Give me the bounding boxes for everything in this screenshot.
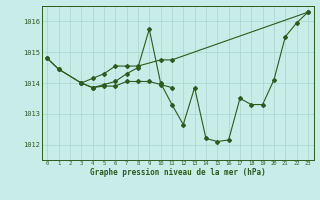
X-axis label: Graphe pression niveau de la mer (hPa): Graphe pression niveau de la mer (hPa): [90, 168, 266, 177]
